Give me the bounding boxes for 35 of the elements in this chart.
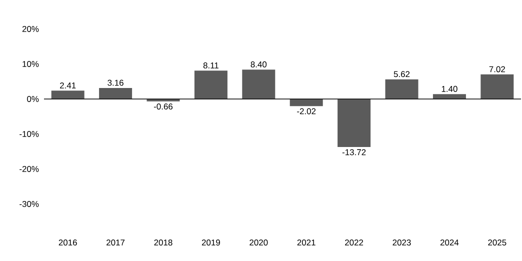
x-tick-label: 2016 (58, 240, 77, 246)
bar (385, 79, 418, 99)
y-tick-label: -10% (20, 131, 39, 137)
x-tick-label: 2021 (297, 240, 316, 246)
bar (99, 88, 132, 99)
data-label: 8.40 (250, 61, 267, 68)
y-tick-label: 10% (22, 61, 39, 67)
bar (432, 94, 466, 99)
bar (51, 90, 84, 99)
x-tick-label: 2023 (392, 240, 411, 246)
data-label: 7.02 (489, 66, 505, 72)
bar (480, 74, 514, 99)
y-tick-label: 0% (27, 96, 39, 102)
x-tick-label: 2017 (106, 240, 125, 246)
data-label: 5.62 (394, 71, 410, 78)
bar (242, 70, 276, 99)
data-label: 1.40 (442, 86, 458, 92)
y-tick-label: -30% (20, 201, 39, 207)
bar (290, 99, 323, 106)
bar (338, 99, 371, 148)
x-tick-label: 2020 (250, 240, 268, 246)
data-label: 8.11 (203, 62, 218, 68)
x-tick-label: 2025 (488, 240, 506, 246)
x-tick-label: 2024 (440, 240, 459, 246)
data-label: -2.02 (297, 108, 316, 114)
bar (194, 70, 228, 99)
x-tick-label: 2018 (154, 240, 172, 246)
data-label: 2.41 (60, 82, 76, 88)
data-label: -0.66 (154, 104, 173, 110)
data-label: 3.16 (108, 80, 124, 86)
y-tick-label: -20% (20, 166, 39, 172)
data-label: -13.72 (342, 149, 366, 156)
y-tick-label: 20% (22, 26, 39, 32)
x-tick-label: 2022 (345, 240, 364, 246)
x-tick-label: 2019 (202, 240, 220, 246)
